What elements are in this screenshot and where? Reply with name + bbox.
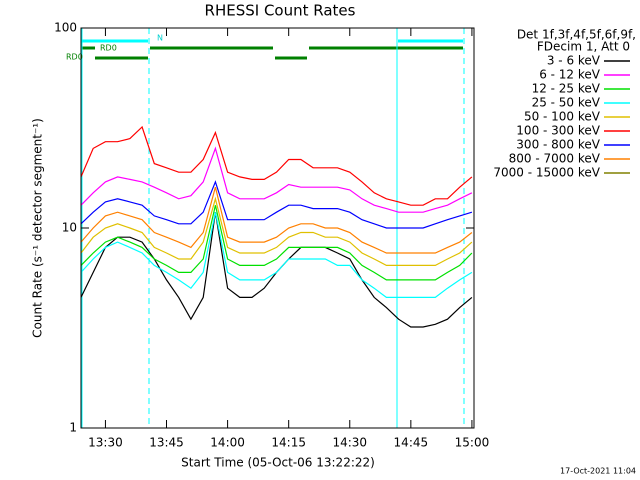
x-tick-label: 14:45 xyxy=(394,436,429,450)
chart-title: RHESSI Count Rates xyxy=(205,2,356,20)
x-tick-label: 14:00 xyxy=(210,436,245,450)
y-axis-label: Count Rate (s⁻¹ detector segment⁻¹) xyxy=(31,118,45,338)
footer: 17-Oct-2021 11:04 xyxy=(560,467,636,476)
status-bars xyxy=(81,28,465,428)
series-line xyxy=(80,180,473,229)
y-tick-label: 100 xyxy=(54,21,77,35)
legend-label: 300 - 800 keV xyxy=(516,138,600,152)
annotation: RD0 xyxy=(66,53,83,62)
legend-label: 6 - 12 keV xyxy=(539,68,601,82)
annotation: RD0 xyxy=(100,44,117,53)
legend-header: Det 1f,3f,4f,5f,6f,9f, xyxy=(517,28,636,42)
y-tick-label: 10 xyxy=(62,221,77,235)
x-tick-label: 13:45 xyxy=(149,436,184,450)
x-axis-label: Start Time (05-Oct-06 13:22:22) xyxy=(181,456,375,470)
legend-header: FDecim 1, Att 0 xyxy=(537,40,630,54)
legend-label: 100 - 300 keV xyxy=(516,124,600,138)
legend-label: 12 - 25 keV xyxy=(532,82,601,96)
series-line xyxy=(80,187,473,254)
series-line xyxy=(80,212,473,328)
series-line xyxy=(80,205,473,281)
x-tick-label: 14:15 xyxy=(271,436,306,450)
x-tick-label: 14:30 xyxy=(332,436,367,450)
legend-label: 7000 - 15000 keV xyxy=(493,166,600,180)
series-line xyxy=(80,125,473,206)
legend-label: 3 - 6 keV xyxy=(547,54,601,68)
legend-label: 800 - 7000 keV xyxy=(509,152,601,166)
annotation: N xyxy=(157,34,163,43)
x-tick-label: 15:00 xyxy=(455,436,490,450)
series-line xyxy=(80,212,473,298)
x-tick-label: 13:30 xyxy=(88,436,123,450)
series-line xyxy=(80,146,473,213)
series-line xyxy=(80,196,473,266)
legend-label: 25 - 50 keV xyxy=(532,96,601,110)
legend-label: 50 - 100 keV xyxy=(524,110,601,124)
y-tick-label: 1 xyxy=(69,421,77,435)
